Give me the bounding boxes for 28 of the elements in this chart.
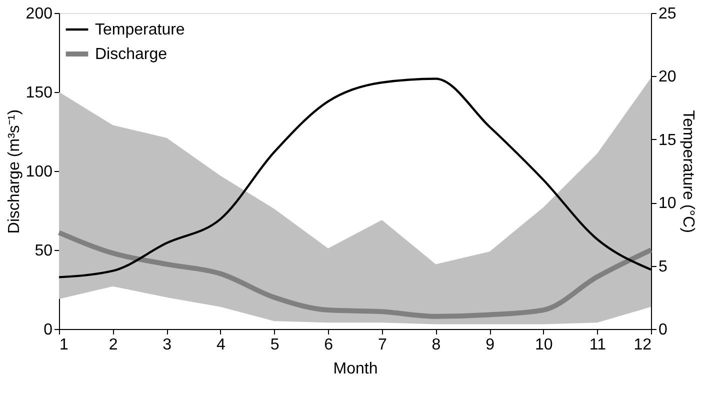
x-tick-label: 2: [108, 336, 118, 354]
x-axis-title: Month: [333, 360, 378, 378]
x-tick-label: 11: [589, 336, 606, 354]
y2-tick-label: 25: [658, 6, 676, 22]
y2-tick-label: 10: [658, 195, 676, 212]
y-tick-label: 0: [44, 322, 53, 338]
y-tick-label: 150: [26, 84, 53, 102]
x-tick-label: 8: [432, 336, 441, 354]
x-tick-label: 1: [60, 336, 68, 354]
y2-tick-label: 20: [658, 68, 676, 86]
y-tick-label: 200: [26, 6, 53, 22]
legend-label: Temperature: [95, 22, 185, 38]
x-tick-label: 3: [162, 336, 172, 354]
x-tick-label: 12: [634, 336, 652, 354]
legend-label: Discharge: [95, 46, 168, 63]
y2-tick-label: 15: [658, 132, 676, 149]
x-tick-label: 7: [378, 336, 387, 354]
x-tick-label: 10: [534, 336, 553, 354]
y-tick-label: 100: [26, 164, 53, 180]
x-tick-label: 6: [324, 336, 334, 354]
y-tick-label: 50: [34, 242, 53, 260]
y2-axis-title: Temperature (°C): [679, 110, 696, 233]
y2-tick-label: 0: [658, 322, 668, 338]
y2-tick-label: 5: [658, 258, 668, 276]
x-tick-label: 5: [270, 336, 280, 354]
x-tick-label: 9: [486, 336, 495, 354]
x-tick-label: 4: [216, 336, 226, 354]
y-axis-title: Discharge (m³s⁻¹): [6, 109, 23, 234]
